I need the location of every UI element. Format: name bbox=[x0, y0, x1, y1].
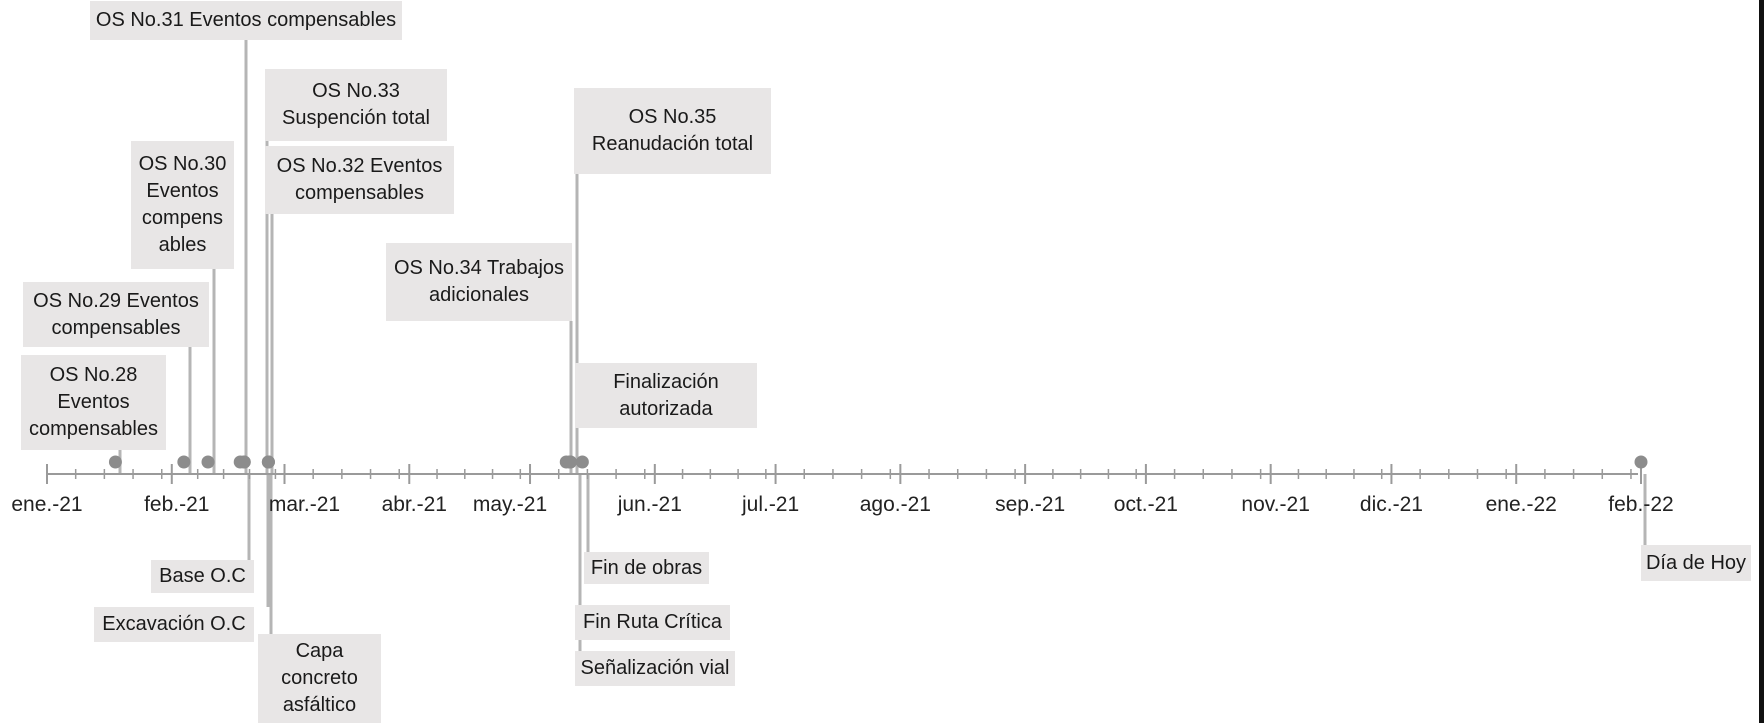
event-markers bbox=[108, 455, 1648, 469]
month-label: abr.-21 bbox=[382, 493, 447, 516]
event-label: Fin Ruta Crítica bbox=[575, 605, 730, 640]
event-label: Señalización vial bbox=[575, 651, 735, 686]
event-marker bbox=[563, 455, 577, 469]
axis-ticks bbox=[46, 464, 1642, 484]
event-marker bbox=[261, 455, 275, 469]
event-label: OS No.34 Trabajos adicionales bbox=[386, 243, 572, 321]
month-label: ene.-22 bbox=[1486, 493, 1557, 516]
event-marker bbox=[1634, 455, 1648, 469]
event-label: OS No.33 Suspención total bbox=[265, 69, 447, 141]
event-label: OS No.28 Eventos compensables bbox=[21, 355, 166, 450]
event-label: Fin de obras bbox=[584, 552, 709, 584]
event-label: Base O.C bbox=[151, 560, 254, 593]
month-label: nov.-21 bbox=[1241, 493, 1310, 516]
event-marker bbox=[177, 455, 191, 469]
event-marker bbox=[108, 455, 122, 469]
event-label: OS No.32 Eventos compensables bbox=[265, 146, 454, 214]
month-labels: ene.-21 feb.-21 mar.-21 abr.-21 may.-21 jun.-… bbox=[11, 493, 1673, 516]
month-label: sep.-21 bbox=[995, 493, 1065, 516]
event-label: OS No.29 Eventos compensables bbox=[23, 282, 209, 347]
event-label: Finalización autorizada bbox=[575, 363, 757, 428]
month-label: dic.-21 bbox=[1360, 493, 1423, 516]
event-marker bbox=[201, 455, 215, 469]
month-label: oct.-21 bbox=[1114, 493, 1178, 516]
event-label: OS No.30 Eventos compens ables bbox=[131, 141, 234, 269]
month-label: jun.-21 bbox=[617, 493, 682, 516]
event-label: OS No.35 Reanudación total bbox=[574, 88, 771, 174]
event-label: OS No.31 Eventos compensables bbox=[90, 1, 402, 40]
month-label: ago.-21 bbox=[860, 493, 931, 516]
month-label: mar.-21 bbox=[269, 493, 340, 516]
month-label: ene.-21 bbox=[11, 493, 82, 516]
month-label: feb.-21 bbox=[144, 493, 209, 516]
event-marker bbox=[575, 455, 589, 469]
event-label: Excavación O.C bbox=[94, 607, 254, 642]
event-marker bbox=[237, 455, 251, 469]
month-label: jul.-21 bbox=[741, 493, 799, 516]
frame-border bbox=[1759, 0, 1764, 723]
month-label: may.-21 bbox=[473, 493, 547, 516]
event-label: Capa concreto asfáltico bbox=[258, 634, 381, 723]
event-label: Día de Hoy bbox=[1641, 545, 1751, 581]
month-label: feb.-22 bbox=[1608, 493, 1673, 516]
